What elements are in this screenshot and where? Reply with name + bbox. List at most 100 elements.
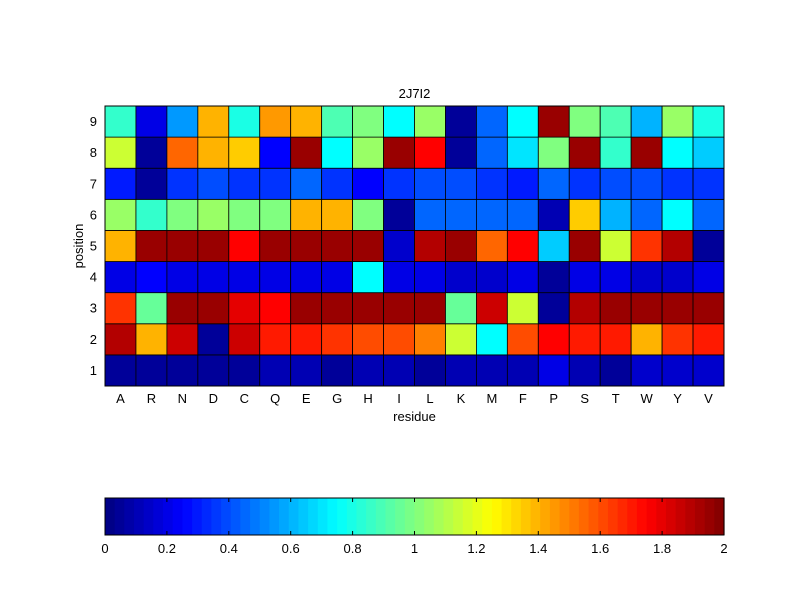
heatmap-cell xyxy=(475,198,508,231)
heatmap-cell xyxy=(692,230,725,262)
colorbar-segment xyxy=(105,498,116,535)
heatmap-cell xyxy=(599,198,632,231)
heatmap-cell xyxy=(290,354,323,387)
heatmap-cell xyxy=(537,230,570,262)
x-tick-label: Q xyxy=(270,391,280,406)
heatmap-cell xyxy=(166,105,199,138)
heatmap-cell xyxy=(135,354,168,387)
chart-title: 2J7I2 xyxy=(399,86,431,101)
heatmap-cell xyxy=(135,198,168,231)
heatmap-cell xyxy=(537,167,570,200)
heatmap-cell xyxy=(506,261,539,294)
heatmap-cell xyxy=(135,136,168,169)
heatmap-cell xyxy=(197,167,230,200)
heatmap-cell xyxy=(568,167,601,200)
colorbar-tick-labels: 0 0.2 0.4 0.6 0.8 1 1.2 1.4 1.6 1.8 2 xyxy=(101,498,728,556)
heatmap-cell xyxy=(661,198,694,231)
heatmap-cell xyxy=(599,230,632,262)
heatmap-cell xyxy=(692,354,725,387)
heatmap-cell xyxy=(537,198,570,231)
x-tick-label: N xyxy=(178,391,187,406)
colorbar-segment xyxy=(201,498,212,535)
colorbar-segment xyxy=(279,498,290,535)
heatmap-cell xyxy=(135,261,168,294)
heatmap-cell xyxy=(475,136,508,169)
heatmap-cell xyxy=(104,167,137,200)
heatmap-cell xyxy=(692,105,725,138)
heatmap-cell xyxy=(321,354,353,387)
heatmap-cell xyxy=(692,323,725,356)
colorbar-segment xyxy=(491,498,503,535)
x-tick-label: Y xyxy=(673,391,682,406)
colorbar-segment xyxy=(259,498,271,535)
x-tick-label: F xyxy=(519,391,527,406)
heatmap-cell xyxy=(630,105,663,138)
heatmap-cell xyxy=(228,261,261,294)
heatmap-cell xyxy=(630,354,663,387)
heatmap-cell xyxy=(537,354,570,387)
heatmap-cell xyxy=(537,136,570,169)
heatmap-cell xyxy=(661,230,694,262)
heatmap-cell xyxy=(321,167,353,200)
heatmap-cell xyxy=(228,105,261,138)
heatmap-cell xyxy=(290,323,323,356)
colorbar-segment xyxy=(607,498,619,535)
colorbar-tick-label: 1 xyxy=(411,541,418,556)
heatmap-cell xyxy=(506,198,539,231)
colorbar-segment xyxy=(385,498,396,535)
heatmap-cell xyxy=(414,323,446,356)
heatmap-cell xyxy=(259,105,292,138)
x-tick-label: A xyxy=(116,391,125,406)
colorbar-segment xyxy=(298,498,309,535)
y-tick-label: 7 xyxy=(90,176,97,191)
heatmap-cell xyxy=(692,136,725,169)
heatmap-cell xyxy=(352,323,384,356)
heatmap-cell xyxy=(383,136,415,169)
x-tick-label: L xyxy=(426,391,433,406)
heatmap-cell xyxy=(352,230,384,262)
colorbar-segment xyxy=(472,498,483,535)
heatmap-cell xyxy=(568,261,601,294)
colorbar-segment xyxy=(356,498,367,535)
heatmap-cell xyxy=(506,105,539,138)
heatmap-cell xyxy=(445,105,477,138)
colorbar-tick-label: 0.4 xyxy=(220,541,238,556)
heatmap-cell xyxy=(197,354,230,387)
heatmap-cell xyxy=(506,323,539,356)
heatmap-cell xyxy=(630,198,663,231)
y-tick-labels: 1 2 3 4 5 6 7 8 9 xyxy=(90,114,97,378)
heatmap-cell xyxy=(383,230,415,262)
heatmap-cell xyxy=(661,261,694,294)
heatmap-cell xyxy=(290,198,323,231)
y-tick-label: 5 xyxy=(90,239,97,254)
heatmap-cell xyxy=(321,323,353,356)
heatmap-cell xyxy=(135,230,168,262)
heatmap-cell xyxy=(166,230,199,262)
colorbar-segment xyxy=(424,498,435,535)
heatmap-cell xyxy=(104,105,137,138)
colorbar-segment xyxy=(395,498,406,535)
x-tick-label: S xyxy=(580,391,589,406)
heatmap-cell xyxy=(599,323,632,356)
heatmap-cell xyxy=(166,261,199,294)
heatmap-cell xyxy=(506,167,539,200)
x-tick-label: K xyxy=(457,391,466,406)
heatmap-cell xyxy=(445,230,477,262)
heatmap-cell xyxy=(259,292,292,325)
heatmap-cell xyxy=(290,105,323,138)
heatmap-cell xyxy=(259,167,292,200)
heatmap-cell xyxy=(537,261,570,294)
heatmap-cell xyxy=(228,198,261,231)
colorbar-tick-label: 0.6 xyxy=(282,541,300,556)
heatmap-cell xyxy=(630,292,663,325)
colorbar-segment xyxy=(153,498,164,535)
heatmap-cell xyxy=(537,292,570,325)
heatmap-cell xyxy=(197,323,230,356)
heatmap-cell xyxy=(568,105,601,138)
colorbar-segment xyxy=(665,498,677,535)
x-axis-label: residue xyxy=(393,409,436,424)
colorbar-segment xyxy=(221,498,232,535)
colorbar-segment xyxy=(501,498,512,535)
heatmap-cell xyxy=(352,198,384,231)
colorbar-segment xyxy=(453,498,464,535)
